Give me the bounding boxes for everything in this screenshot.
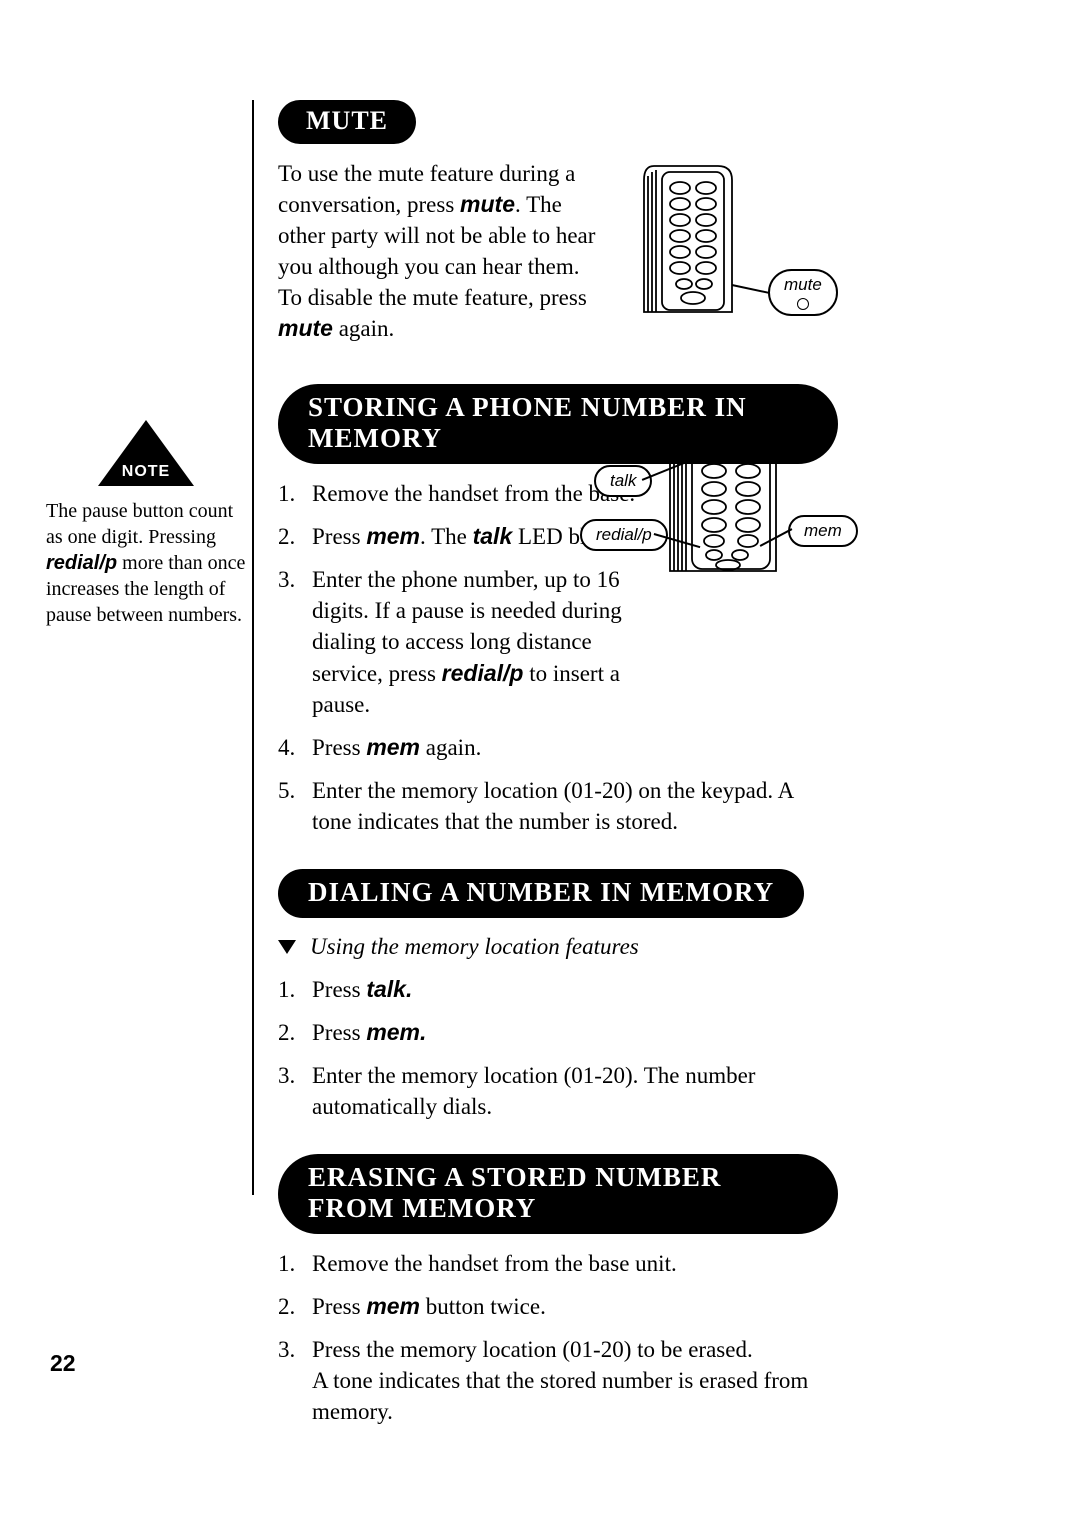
- heading-erasing: ERASING A STORED NUMBER FROM MEMORY: [278, 1154, 838, 1234]
- phone-icon: [640, 164, 750, 314]
- t: Press: [312, 1020, 366, 1045]
- callout-text: talk: [610, 471, 636, 490]
- t: Press: [312, 1294, 366, 1319]
- item-num: 2.: [278, 1291, 312, 1322]
- t: talk: [473, 523, 513, 549]
- note-text-pre: The pause button count as one digit. Pre…: [46, 500, 233, 548]
- phone-icon: [666, 423, 786, 573]
- list-item: 2.Press mem.: [278, 1017, 838, 1048]
- item-num: 4.: [278, 732, 312, 763]
- list-item: 3.Press the memory location (01-20) to b…: [278, 1334, 838, 1427]
- callout-dot-icon: [797, 298, 809, 310]
- manual-page: NOTE The pause button count as one digit…: [0, 0, 1080, 1522]
- list-item: 5.Enter the memory location (01-20) on t…: [278, 775, 838, 837]
- phone-illustration-storing: talk redial/p mem: [586, 423, 866, 603]
- callout-text: mute: [784, 275, 822, 294]
- t: . The: [420, 524, 473, 549]
- item-num: 2.: [278, 1017, 312, 1048]
- list-item: 3.Enter the memory location (01-20). The…: [278, 1060, 838, 1122]
- t: mem: [366, 523, 420, 549]
- item-num: 1.: [278, 974, 312, 1005]
- item-text: Enter the memory location (01-20) on the…: [312, 775, 838, 837]
- callout-mem: mem: [788, 515, 858, 547]
- note-text-bold: redial/p: [46, 552, 117, 574]
- heading-dialing: DIALING A NUMBER IN MEMORY: [278, 869, 804, 918]
- t: Press: [312, 977, 366, 1002]
- heading-mute: MUTE: [278, 100, 416, 144]
- item-num: 5.: [278, 775, 312, 837]
- dialing-list: 1.Press talk. 2.Press mem. 3.Enter the m…: [278, 974, 838, 1122]
- note-block: NOTE The pause button count as one digit…: [46, 420, 246, 628]
- t: button twice.: [420, 1294, 546, 1319]
- item-num: 3.: [278, 1060, 312, 1122]
- section-dialing: DIALING A NUMBER IN MEMORY Using the mem…: [278, 869, 838, 1122]
- callout-redial: redial/p: [580, 519, 668, 551]
- section-erasing: ERASING A STORED NUMBER FROM MEMORY 1.Re…: [278, 1154, 838, 1427]
- list-item: 2.Press mem button twice.: [278, 1291, 838, 1322]
- item-num: 3.: [278, 1334, 312, 1427]
- t: again.: [420, 735, 481, 760]
- vertical-rule: [252, 100, 254, 1195]
- callout-text: redial/p: [596, 525, 652, 544]
- item-text: Remove the handset from the base unit.: [312, 1248, 838, 1279]
- t: mem: [366, 1293, 420, 1319]
- triangle-down-icon: [278, 940, 296, 954]
- note-label: NOTE: [122, 463, 170, 481]
- mute-p-b2: mute: [278, 315, 333, 341]
- item-text: Press the memory location (01-20) to be …: [312, 1334, 838, 1427]
- item-num: 2.: [278, 521, 312, 552]
- t: mem: [366, 734, 420, 760]
- list-item: 1.Remove the handset from the base unit.: [278, 1248, 838, 1279]
- item-text: Press mem.: [312, 1017, 838, 1048]
- t: Remove the handset from the base unit.: [312, 1251, 677, 1276]
- callout-talk: talk: [594, 465, 652, 497]
- page-number: 22: [50, 1350, 76, 1377]
- item-num: 3.: [278, 564, 312, 719]
- subhead-text: Using the memory location features: [310, 934, 639, 960]
- callout-mute: mute: [768, 269, 838, 316]
- t: A tone indicates that the stored number …: [312, 1368, 808, 1424]
- mute-p-post: again.: [333, 316, 394, 341]
- note-text: The pause button count as one digit. Pre…: [46, 498, 246, 628]
- erasing-list: 1.Remove the handset from the base unit.…: [278, 1248, 838, 1427]
- item-text: Press talk.: [312, 974, 838, 1005]
- item-num: 1.: [278, 478, 312, 509]
- t: Enter the memory location (01-20) on the…: [312, 778, 793, 834]
- dialing-subhead: Using the memory location features: [278, 934, 838, 960]
- item-num: 1.: [278, 1248, 312, 1279]
- t: talk.: [366, 976, 412, 1002]
- t: mem.: [366, 1019, 426, 1045]
- t: Enter the memory location (01-20). The n…: [312, 1063, 755, 1119]
- mute-p-b1: mute: [460, 191, 515, 217]
- list-item: 4.Press mem again.: [278, 732, 838, 763]
- item-text: Enter the memory location (01-20). The n…: [312, 1060, 838, 1122]
- list-item: 1.Press talk.: [278, 974, 838, 1005]
- phone-illustration-mute: mute: [640, 164, 860, 334]
- sidebar: NOTE The pause button count as one digit…: [46, 100, 246, 1200]
- t: redial/p: [442, 660, 524, 686]
- mute-paragraph: To use the mute feature during a convers…: [278, 158, 608, 344]
- item-text: Press mem again.: [312, 732, 838, 763]
- t: Press: [312, 735, 366, 760]
- t: Press: [312, 524, 366, 549]
- callout-text: mem: [804, 521, 842, 540]
- item-text: Press mem button twice.: [312, 1291, 838, 1322]
- t: Press the memory location (01-20) to be …: [312, 1337, 753, 1362]
